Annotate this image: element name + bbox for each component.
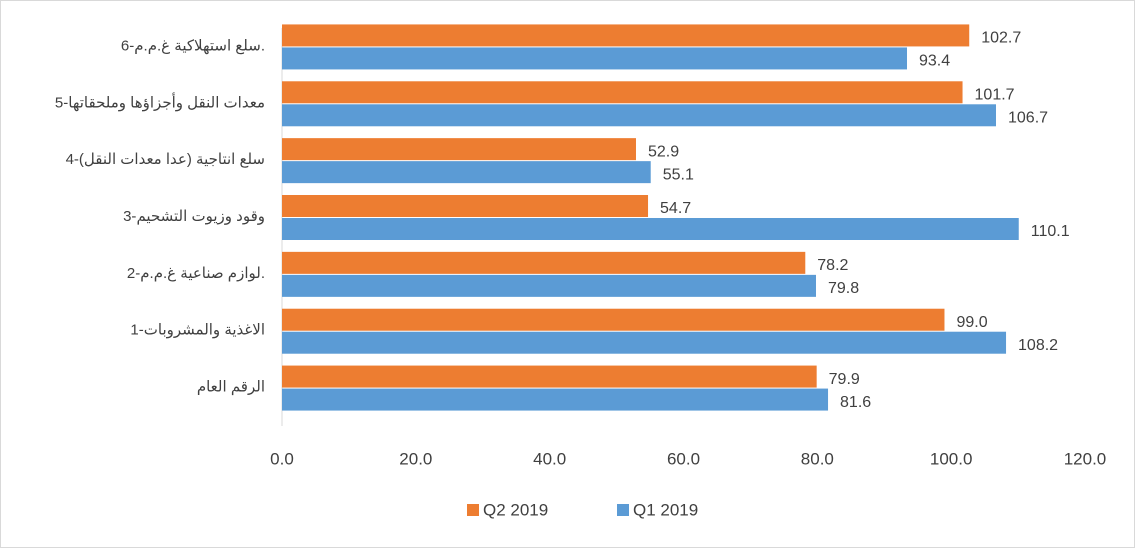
legend-label: Q1 2019 (633, 500, 698, 519)
value-label: 106.7 (1008, 110, 1048, 127)
bar (282, 81, 963, 104)
bar (282, 24, 970, 47)
x-tick-label: 80.0 (801, 449, 834, 468)
bar (282, 331, 1007, 354)
bar (282, 388, 829, 411)
value-label: 108.2 (1018, 337, 1058, 354)
category-label: 4-سلع انتاجية (عدا معدات النقل) (66, 151, 265, 168)
category-label: 3-وقود وزيوت التشحيم (123, 208, 265, 225)
bar (282, 365, 817, 388)
value-label: 55.1 (663, 166, 694, 183)
value-label: 99.0 (956, 314, 987, 331)
bar (282, 308, 945, 331)
value-label: 102.7 (981, 30, 1021, 47)
x-tick-label: 20.0 (399, 449, 432, 468)
x-tick-label: 40.0 (533, 449, 566, 468)
bar (282, 218, 1019, 240)
bar (282, 138, 636, 161)
x-tick-label: 60.0 (667, 449, 700, 468)
bar (282, 251, 806, 274)
bar (282, 104, 997, 127)
x-tick-label: 120.0 (1064, 449, 1107, 468)
legend-swatch (467, 504, 479, 516)
category-label: الرقم العام (197, 379, 265, 396)
value-label: 81.6 (840, 394, 871, 411)
bar (282, 161, 651, 184)
value-label: 101.7 (975, 87, 1015, 104)
bar (282, 47, 908, 70)
legend-swatch (617, 504, 629, 516)
category-label: 5-معدات النقل وأجزاؤها وملحقاتها (55, 92, 265, 111)
value-label: 110.1 (1031, 223, 1070, 240)
category-label: 1-الاغذية والمشروبات (130, 322, 265, 339)
value-label: 78.2 (817, 257, 848, 274)
value-label: 79.9 (829, 371, 860, 388)
value-label: 93.4 (919, 53, 950, 70)
bar (282, 274, 816, 297)
x-tick-label: 0.0 (270, 449, 294, 468)
legend-label: Q2 2019 (483, 500, 548, 519)
value-label: 52.9 (648, 143, 679, 160)
value-label: 79.8 (828, 280, 859, 297)
category-label: 6-سلع استهلاكية غ.م.م. (121, 37, 265, 54)
bar (282, 195, 649, 217)
x-tick-label: 100.0 (930, 449, 973, 468)
value-label: 54.7 (660, 200, 691, 217)
category-label: 2-لوازم صناعية غ.م.م. (127, 265, 265, 282)
